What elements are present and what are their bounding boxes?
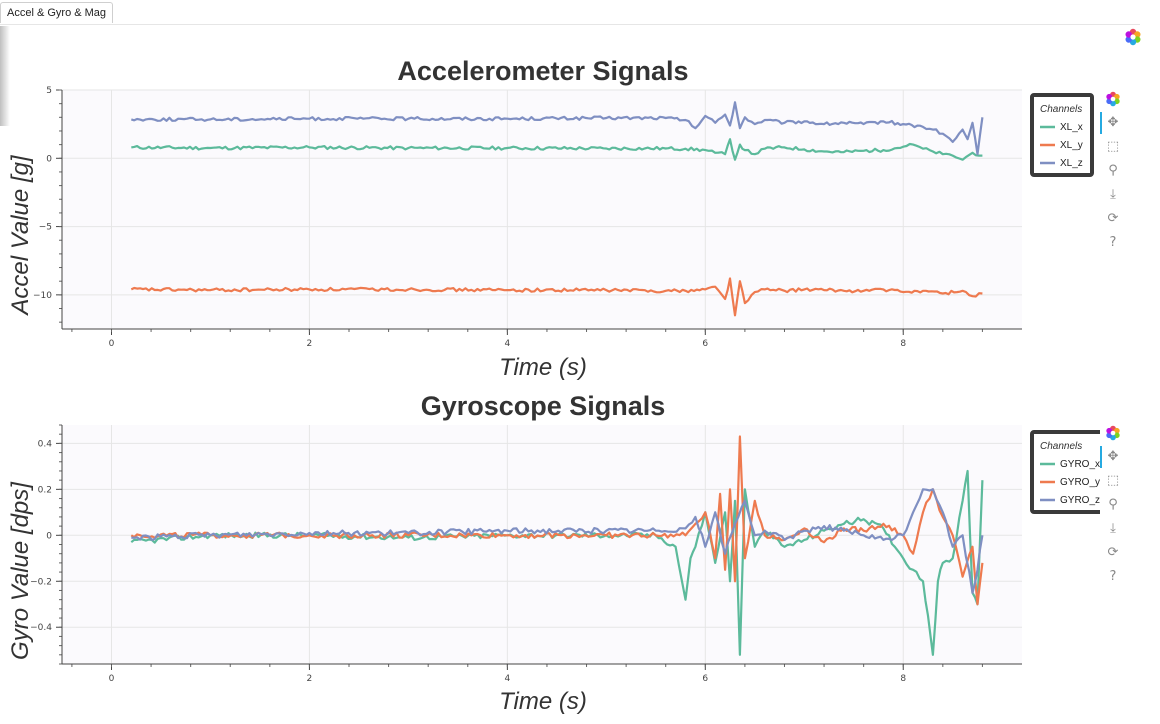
y-tick-label: 5 [46,86,52,96]
x-tick-label: 4 [504,674,510,684]
plot-area[interactable] [62,425,1022,664]
x-tick-label: 2 [307,674,313,684]
chart-title: Gyroscope Signals [421,391,666,421]
x-tick-label: 0 [109,674,115,684]
legend-item-gyro_z[interactable]: GYRO_z [1060,495,1100,506]
y-tick-label: 0 [46,531,52,541]
window-edge-shadow [0,26,10,126]
pan-icon[interactable]: ✥ [1107,115,1119,130]
legend: Channels XL_x XL_y XL_z [1030,93,1094,177]
legend-title: Channels [1040,441,1082,452]
x-tick-label: 8 [900,339,906,349]
bokeh-logo-icon[interactable] [1102,422,1124,444]
accel-chart-svg: Accelerometer Signals Time (s) Accel Val… [7,56,1094,381]
legend-item-xl_z[interactable]: XL_z [1060,158,1083,169]
y-tick-label: 0 [46,154,52,164]
x-tick-label: 6 [702,674,708,684]
active-tool-indicator [1100,446,1102,468]
series-line-xl_x [131,138,983,161]
help-icon[interactable]: ? [1109,569,1117,584]
pan-icon[interactable]: ✥ [1107,449,1119,464]
x-tick-label: 8 [900,674,906,684]
y-axis-label: Gyro Value [dps] [7,481,34,660]
legend-box [1030,93,1094,177]
reset-icon[interactable]: ⟳ [1107,211,1119,226]
y-tick-label: −0.2 [30,577,52,587]
tab-bar: Accel & Gyro & Mag [0,0,1140,25]
x-tick-label: 4 [504,339,510,349]
bokeh-logo-icon[interactable] [1102,88,1124,110]
tab-accel-gyro-mag[interactable]: Accel & Gyro & Mag [0,2,114,23]
plot-area[interactable] [62,90,1022,329]
x-tick-label: 6 [702,339,708,349]
accel-plot: Accelerometer Signals Time (s) Accel Val… [0,50,1120,384]
x-axis-label: Time (s) [499,688,587,715]
box-zoom-icon[interactable]: ⬚ [1106,473,1120,488]
x-axis-label: Time (s) [499,354,587,380]
reset-icon[interactable]: ⟳ [1107,545,1119,560]
x-tick-label: 2 [307,339,313,349]
active-tool-indicator [1100,112,1102,134]
legend: Channels GYRO_x GYRO_y GYRO_z [1030,430,1110,514]
help-icon[interactable]: ? [1109,235,1117,250]
y-axis-label: Accel Value [g] [7,154,34,317]
bokeh-logo-icon[interactable] [1124,28,1142,46]
y-tick-label: 0.4 [38,439,53,449]
x-tick-label: 0 [109,339,115,349]
wheel-zoom-icon[interactable]: ⚲ [1108,497,1118,512]
legend-item-xl_y[interactable]: XL_y [1060,140,1083,151]
series-line-gyro_z [131,488,984,594]
chart-title: Accelerometer Signals [397,56,688,86]
legend-title: Channels [1040,104,1082,115]
legend-item-gyro_y[interactable]: GYRO_y [1060,477,1100,488]
series-line-xl_y [130,277,983,317]
gyro-chart-svg: Gyroscope Signals Time (s) Gyro Value [d… [7,391,1110,715]
save-icon[interactable]: ⤓ [1110,187,1116,202]
legend-item-gyro_x[interactable]: GYRO_x [1060,459,1100,470]
legend-item-xl_x[interactable]: XL_x [1060,122,1083,133]
wheel-zoom-icon[interactable]: ⚲ [1108,163,1118,178]
series-line-xl_z [130,101,984,156]
y-tick-label: 0.2 [38,485,52,495]
gyro-plot: Gyroscope Signals Time (s) Gyro Value [d… [0,388,1120,724]
y-tick-label: −0.4 [30,623,52,633]
box-zoom-icon[interactable]: ⬚ [1106,139,1120,154]
y-tick-label: −5 [39,223,52,233]
save-icon[interactable]: ⤓ [1110,521,1116,536]
y-tick-label: −10 [33,291,52,301]
